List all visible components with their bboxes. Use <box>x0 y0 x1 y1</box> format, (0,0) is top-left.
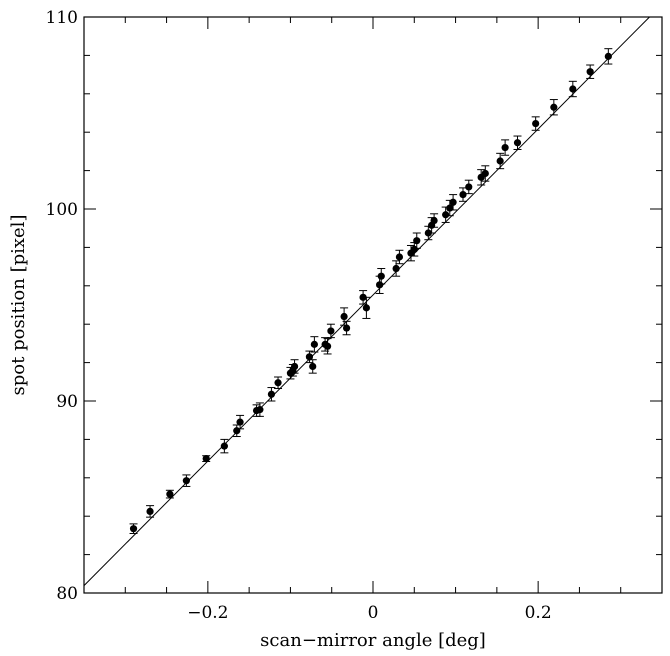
data-point <box>305 353 314 361</box>
data-point <box>550 103 558 111</box>
data-point <box>310 340 318 348</box>
data-point <box>392 264 400 273</box>
y-axis-label: spot position [pixel] <box>8 215 29 396</box>
y-tick-label: 100 <box>46 200 78 220</box>
data-point <box>481 169 489 178</box>
data-point <box>410 245 418 253</box>
data-point <box>342 324 351 332</box>
data-point <box>233 427 241 435</box>
data-point <box>459 191 467 199</box>
data-point <box>274 379 282 387</box>
data-point <box>465 183 473 191</box>
y-tick-label: 80 <box>56 584 78 604</box>
y-tick-label: 110 <box>46 8 78 28</box>
data-point <box>256 406 264 414</box>
data-point <box>395 253 404 261</box>
data-point <box>323 342 332 350</box>
x-tick-label: −0.2 <box>187 603 228 623</box>
data-point <box>413 237 421 245</box>
tick-labels: −0.2 0 0.2 80 90 100 110 <box>46 8 552 623</box>
data-point <box>604 52 612 60</box>
data-point <box>340 312 348 321</box>
x-tick-label: 0 <box>368 603 379 623</box>
data-point <box>362 304 370 312</box>
axis-ticks <box>83 16 663 594</box>
x-tick-label: 0.2 <box>525 603 552 623</box>
data-point <box>146 507 154 515</box>
data-point <box>501 143 509 152</box>
y-tick-label: 90 <box>56 392 78 412</box>
data-point <box>430 216 438 225</box>
data-point <box>220 442 228 450</box>
data-point <box>309 362 317 371</box>
data-point <box>532 119 540 128</box>
data-points <box>129 48 613 534</box>
data-point <box>442 211 450 219</box>
data-point <box>129 525 138 533</box>
data-point <box>569 85 577 93</box>
data-point <box>449 198 457 206</box>
data-point <box>496 157 504 165</box>
data-point <box>513 139 522 147</box>
data-point <box>377 272 385 280</box>
data-point <box>267 390 276 398</box>
data-point <box>236 418 244 426</box>
data-point <box>182 477 190 485</box>
data-point <box>327 327 335 335</box>
data-point <box>166 490 174 498</box>
plot-frame <box>83 16 663 594</box>
data-point <box>202 455 210 463</box>
x-axis-label: scan−mirror angle [deg] <box>260 630 486 651</box>
data-point <box>290 362 299 371</box>
data-point <box>376 281 384 289</box>
data-point <box>586 68 594 76</box>
